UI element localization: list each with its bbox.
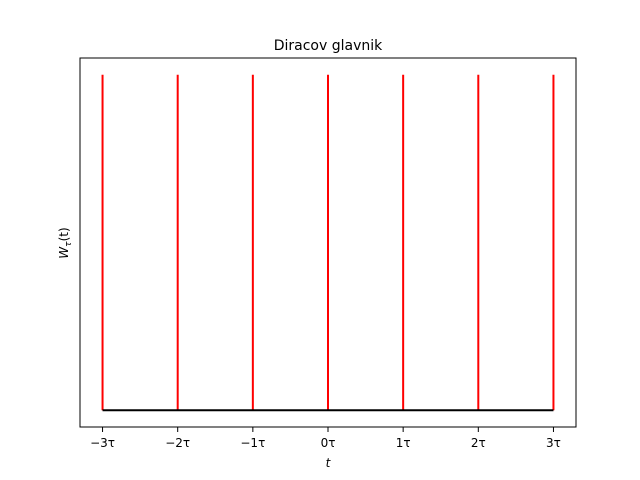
plot-marks (101, 74, 555, 412)
x-axis-label: t (326, 456, 332, 470)
x-tick-label-0: −3τ (90, 436, 115, 450)
x-tick-label-2: −1τ (240, 436, 265, 450)
x-tick-label-5: 2τ (471, 436, 486, 450)
chart-title: Diracov glavnik (274, 38, 383, 54)
x-tick-label-4: 1τ (396, 436, 411, 450)
y-axis-label-arg: (t) (57, 227, 71, 241)
y-axis-label-sub: τ (64, 241, 74, 247)
x-axis-ticks: −3τ −2τ −1τ 0τ 1τ 2τ 3τ (90, 427, 561, 450)
y-axis-label-base: W (57, 246, 71, 259)
y-axis-label: Wτ(t) (57, 227, 74, 258)
x-tick-label-1: −2τ (165, 436, 190, 450)
x-tick-label-3: 0τ (321, 436, 336, 450)
x-tick-label-6: 3τ (546, 436, 561, 450)
